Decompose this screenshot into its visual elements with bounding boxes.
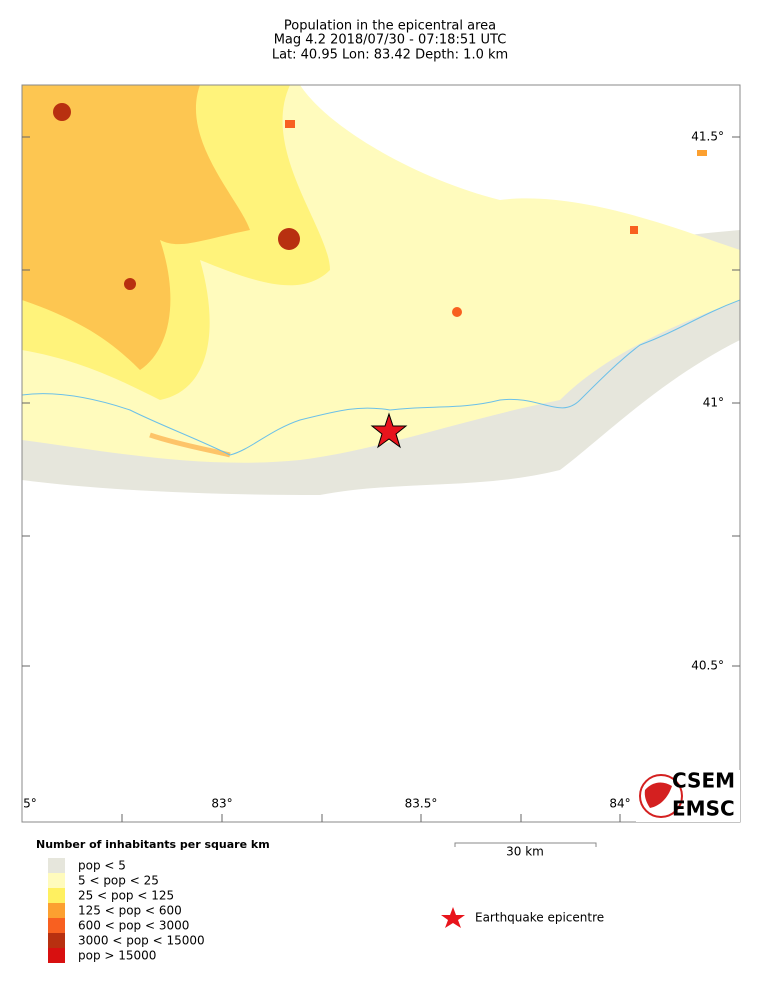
lon-label: 83.5° — [405, 797, 438, 811]
map-frame — [21, 84, 741, 823]
legend-swatch — [48, 933, 65, 948]
epicentre-star — [370, 412, 408, 449]
legend-swatch — [48, 903, 65, 918]
legend-label: 25 < pop < 125 — [78, 889, 174, 903]
legend-label: pop > 15000 — [78, 949, 156, 963]
lon-label: 84° — [609, 797, 630, 811]
legend-epicentre: Earthquake epicentre — [475, 911, 604, 925]
map-area — [22, 85, 740, 822]
scale-bar — [454, 842, 597, 847]
logo-bottom: EMSC — [672, 797, 735, 821]
legend-swatch — [48, 948, 65, 963]
title: Population in the epicentral area — [284, 19, 496, 34]
legend-label: 600 < pop < 3000 — [78, 919, 189, 933]
legend-swatch — [48, 888, 65, 903]
logo: CSEM EMSC — [636, 769, 740, 822]
lon-label: 83° — [211, 797, 232, 811]
scale-label: 30 km — [506, 845, 544, 859]
location-info: Lat: 40.95 Lon: 83.42 Depth: 1.0 km — [272, 48, 508, 63]
legend-label: 3000 < pop < 15000 — [78, 934, 205, 948]
legend-title: Number of inhabitants per square km — [36, 838, 270, 851]
logo-top: CSEM — [672, 769, 735, 793]
lat-label: 40.5° — [691, 659, 724, 673]
legend-label: 125 < pop < 600 — [78, 904, 182, 918]
lat-label: 41° — [703, 396, 724, 410]
legend-swatch — [48, 918, 65, 933]
lat-label: 41.5° — [691, 130, 724, 144]
legend-label: 5 < pop < 25 — [78, 874, 159, 888]
ticks — [22, 136, 740, 822]
lon-label: 5° — [23, 797, 37, 811]
legend-star — [441, 907, 465, 928]
legend-label: pop < 5 — [78, 859, 126, 873]
legend-swatch — [48, 858, 65, 873]
event-info: Mag 4.2 2018/07/30 - 07:18:51 UTC — [274, 33, 507, 48]
legend-swatch — [48, 873, 65, 888]
